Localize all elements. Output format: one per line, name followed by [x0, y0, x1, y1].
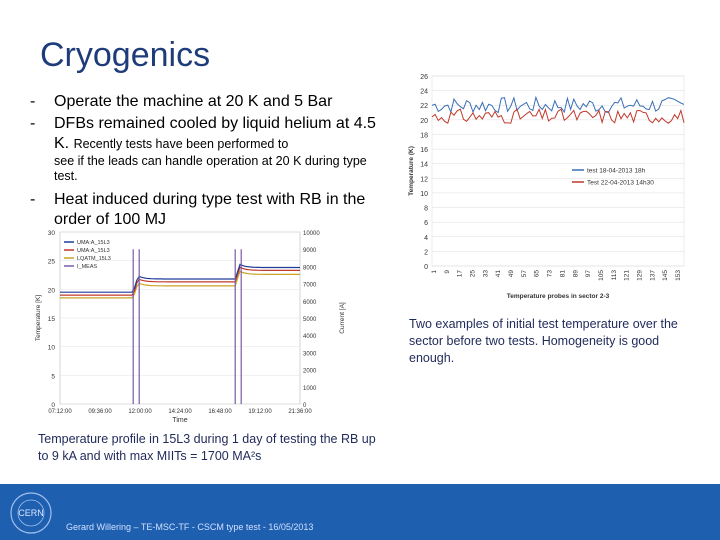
y-tick-label: 2: [424, 249, 428, 256]
x-tick-label: 16:48:00: [208, 409, 232, 415]
svg-text:CERN: CERN: [18, 508, 44, 518]
y-tick-label: 10: [48, 345, 56, 352]
legend-label: UMA:A_15L3: [77, 248, 110, 254]
footer-bar: [0, 484, 720, 540]
y-tick-label: 18: [420, 132, 428, 139]
y-right-tick-label: 8000: [303, 265, 317, 271]
y-right-tick-label: 3000: [303, 351, 317, 357]
x-tick-label: 57: [521, 270, 528, 278]
y-tick-label: 0: [51, 402, 55, 409]
y-tick-label: 5: [51, 373, 55, 380]
x-tick-label: 65: [534, 270, 541, 278]
y-tick-label: 6: [424, 220, 428, 227]
x-tick-label: 14:24:00: [168, 409, 192, 415]
y-right-tick-label: 2000: [303, 369, 317, 375]
y-tick-label: 20: [48, 287, 56, 294]
bullet-1: - Operate the machine at 20 K and 5 Bar: [30, 93, 333, 110]
x-tick-label: 145: [662, 270, 669, 281]
series-line-test-18-04: [431, 95, 685, 114]
legend-label: Test 22-04-2013 14h30: [587, 180, 654, 187]
y-tick-label: 15: [48, 316, 56, 323]
legend-label: LQATM_15L3: [77, 256, 111, 262]
x-tick-label: 07:12:00: [48, 409, 72, 415]
x-tick-label: 113: [611, 270, 618, 281]
x-tick-label: 137: [649, 270, 656, 281]
y-tick-label: 8: [424, 206, 428, 213]
x-tick-label: 73: [547, 270, 554, 278]
y-tick-label: 12: [420, 176, 428, 183]
y-right-axis-label: Current [A]: [339, 302, 346, 334]
y-tick-label: 24: [420, 89, 428, 96]
y-tick-label: 0: [424, 264, 428, 271]
y-tick-label: 22: [420, 103, 428, 110]
series-line-uma-2: [60, 266, 300, 296]
x-tick-label: 81: [559, 270, 566, 278]
x-tick-label: 1: [431, 270, 438, 274]
bullet-2-sub: see if the leads can handle operation at…: [54, 154, 367, 183]
series-line-uma-1: [60, 263, 300, 293]
y-right-tick-label: 4000: [303, 334, 317, 340]
y-tick-label: 25: [48, 259, 56, 266]
bullet-list: - Operate the machine at 20 K and 5 Bar …: [30, 92, 390, 230]
footer-text: Gerard Willering – TE-MSC-TF - CSCM type…: [66, 522, 314, 532]
x-tick-label: 41: [495, 270, 502, 278]
x-tick-label: 21:36:00: [288, 409, 312, 415]
x-tick-label: 09:36:00: [88, 409, 112, 415]
x-tick-label: 12:00:00: [128, 409, 152, 415]
y-axis-label: Temperature [K]: [35, 295, 42, 341]
x-tick-label: 153: [675, 270, 682, 281]
chart-temperature-profile: 0 5 10 15 20 25 30 0 1000 2000 3000 4000 5000 6000 700…: [35, 230, 346, 424]
y-tick-label: 10: [420, 191, 428, 198]
legend-label: test 18-04-2013 18h: [587, 168, 646, 175]
y-right-tick-label: 0: [303, 403, 307, 409]
y-right-tick-label: 10000: [303, 231, 320, 237]
legend-label: UMA:A_15L3: [77, 240, 110, 246]
y-tick-label: 4: [424, 235, 428, 242]
x-tick-label: 25: [470, 270, 477, 278]
y-tick-label: 26: [420, 74, 428, 81]
bullet-3-text: Heat induced during type test with RB in…: [54, 191, 366, 228]
y-right-tick-label: 9000: [303, 248, 317, 254]
bullet-1-text: Operate the machine at 20 K and 5 Bar: [54, 93, 333, 110]
y-right-tick-label: 7000: [303, 283, 317, 289]
x-tick-label: 19:12:00: [248, 409, 272, 415]
y-right-tick-label: 5000: [303, 317, 317, 323]
x-tick-label: 97: [585, 270, 592, 278]
y-right-tick-label: 1000: [303, 386, 317, 392]
x-tick-label: 9: [444, 270, 451, 274]
y-tick-label: 20: [420, 118, 428, 125]
y-tick-label: 30: [48, 230, 56, 237]
cern-logo: CERN: [10, 492, 52, 534]
x-tick-label: 129: [636, 270, 643, 281]
y-axis-label: Temperature (K): [408, 146, 415, 196]
series-line-lqatm: [60, 270, 300, 299]
x-tick-label: 17: [457, 270, 464, 278]
x-tick-label: 105: [598, 270, 605, 281]
x-tick-label: 33: [482, 270, 489, 278]
series-line-test-22-04: [431, 107, 685, 125]
bullet-3: - Heat induced during type test with RB …: [30, 191, 366, 228]
bullet-2-text: DFBs remained cooled by liquid helium at…: [54, 115, 376, 152]
caption-left: Temperature profile in 15L3 during 1 day…: [38, 432, 376, 463]
bullet-2-tail: Recently tests have been performed to: [73, 137, 289, 151]
slide-title: Cryogenics: [40, 36, 211, 74]
x-axis-label: Temperature probes in sector 2-3: [507, 293, 610, 300]
x-tick-label: 49: [508, 270, 515, 278]
y-tick-label: 14: [420, 162, 428, 169]
x-tick-label: 121: [624, 270, 631, 281]
bullet-2: - DFBs remained cooled by liquid helium …: [30, 115, 376, 152]
y-right-tick-label: 6000: [303, 300, 317, 306]
legend-label: I_MEAS: [77, 264, 98, 270]
caption-right: Two examples of initial test temperature…: [409, 317, 678, 365]
x-axis-label: Time: [172, 417, 187, 424]
y-tick-label: 16: [420, 147, 428, 154]
x-tick-label: 89: [572, 270, 579, 278]
